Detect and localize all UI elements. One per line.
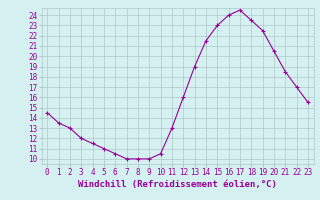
- X-axis label: Windchill (Refroidissement éolien,°C): Windchill (Refroidissement éolien,°C): [78, 180, 277, 189]
